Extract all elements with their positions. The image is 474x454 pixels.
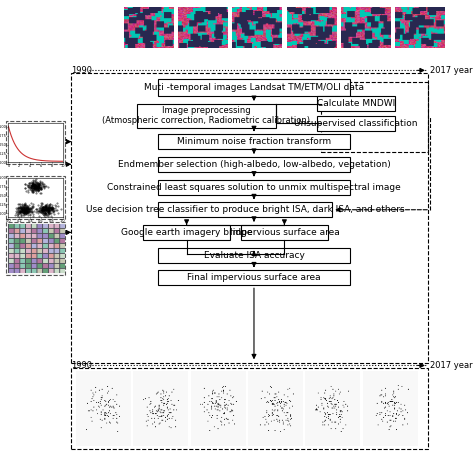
Text: Minimum noise fraction transform: Minimum noise fraction transform [177, 137, 331, 146]
Text: 1990: 1990 [72, 361, 92, 370]
Text: Calculate MNDWI: Calculate MNDWI [317, 99, 395, 108]
Bar [241, 225, 328, 240]
Text: Muti -temporal images Landsat TM/ETM/OLI data: Muti -temporal images Landsat TM/ETM/OLI… [144, 83, 364, 92]
Text: Impervious surface area: Impervious surface area [229, 228, 339, 237]
Bar [158, 79, 350, 96]
Text: 2017 year: 2017 year [430, 361, 473, 370]
Text: 1990: 1990 [72, 66, 92, 75]
Text: Image preprocessing
(Atmospheric correction, Radiometric calibration): Image preprocessing (Atmospheric correct… [102, 106, 310, 125]
Bar [158, 202, 332, 217]
Bar [317, 96, 395, 111]
Text: Final impervious surface area: Final impervious surface area [187, 273, 321, 282]
Bar [317, 116, 395, 131]
Text: Unsupervised classification: Unsupervised classification [294, 119, 418, 128]
Text: Google earth imagery bridge: Google earth imagery bridge [121, 228, 252, 237]
Text: 2017 year: 2017 year [430, 66, 473, 75]
Bar [158, 247, 350, 262]
Bar [143, 225, 230, 240]
Text: Use decision tree classifier to produce bright ISA, dark ISA, and others: Use decision tree classifier to produce … [86, 205, 405, 214]
Bar [6, 222, 65, 275]
Bar [158, 134, 350, 149]
Bar [6, 121, 65, 164]
Bar [158, 179, 350, 194]
Bar [321, 82, 428, 152]
Bar [6, 176, 65, 219]
Bar [158, 270, 350, 285]
Bar [137, 104, 276, 128]
Text: Endmember selection (high-albedo, low-albedo, vegetation): Endmember selection (high-albedo, low-al… [118, 160, 391, 169]
Bar [72, 368, 428, 449]
Bar [72, 73, 428, 363]
Bar [158, 157, 350, 172]
Text: Constrained least squares solution to unmix multispectral image: Constrained least squares solution to un… [107, 183, 401, 192]
Text: Evaluate ISA accuracy: Evaluate ISA accuracy [203, 251, 304, 260]
